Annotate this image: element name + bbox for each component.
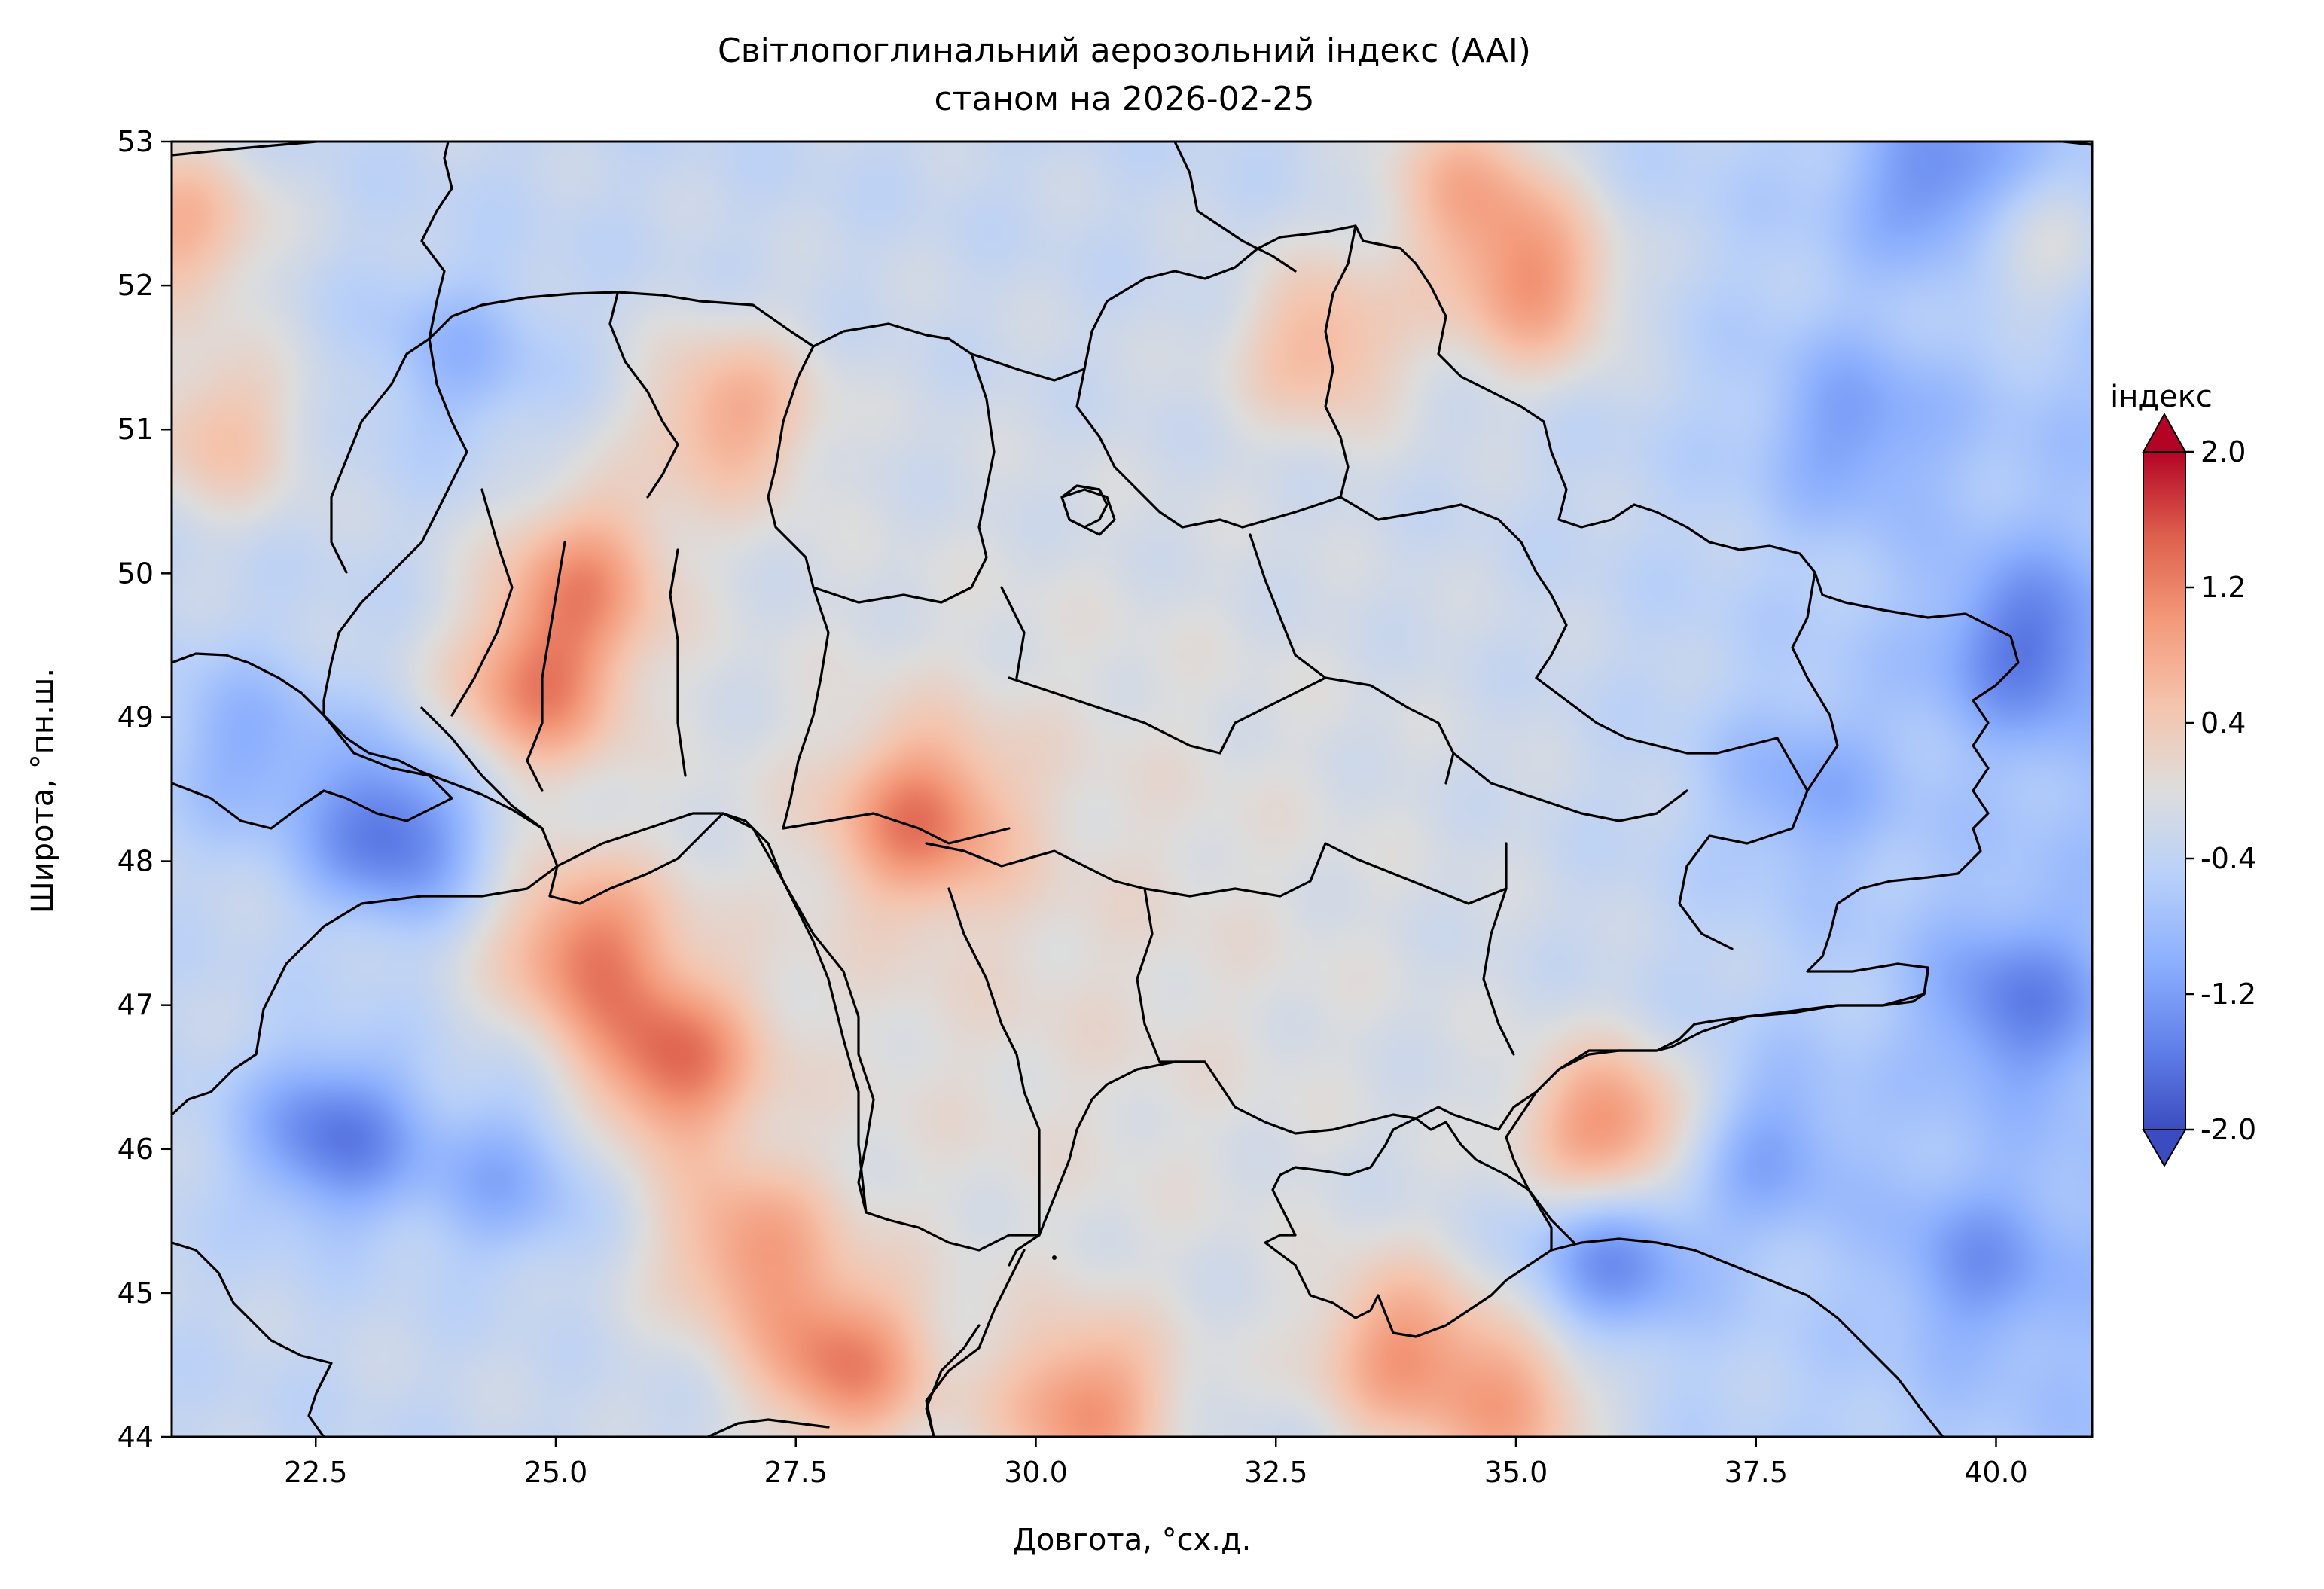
oblast-border-cherkasy-kirovohrad [782, 812, 1011, 845]
belarus-border [420, 142, 453, 340]
oblast-border-luhansk-donetsk [1678, 789, 1809, 950]
crimea-coast [1203, 1060, 1553, 1338]
x-tick-label: 27.5 [764, 1456, 828, 1489]
y-tick-label: 47 [117, 989, 154, 1022]
slovakia-poland-border [172, 782, 453, 830]
y-axis-ticks: 44 45 46 47 48 49 50 51 52 53 [117, 125, 172, 1453]
oblast-border-chernivtsi [556, 812, 724, 868]
colorbar: індекс 2.0 1.2 0.4 -0.4 -1.2 -2.0 [2110, 380, 2256, 1167]
oblast-border-chernihiv-sumy [1324, 224, 1357, 499]
oblast-border-kirovohrad-mykolaiv [925, 842, 1327, 898]
oblast-border-vinnytsia-cherkasy [782, 586, 830, 830]
oblast-border-sumy-kharkiv [1339, 496, 1568, 679]
oblast-border-khmelnytskyi-ternopil [526, 541, 566, 792]
black-sea-west-coast [925, 1249, 1026, 1437]
colorbar-tick-label: -0.4 [2200, 842, 2256, 875]
bulgaria-coast [925, 1324, 981, 1437]
colorbar-ticks: 2.0 1.2 0.4 -0.4 -1.2 -2.0 [2185, 435, 2256, 1146]
x-tick-label: 30.0 [1004, 1456, 1068, 1489]
oblast-border-donetsk-zaporizhzhia [1482, 842, 1515, 1056]
oblast-border-odesa-mykolaiv [947, 887, 1041, 1237]
oblast-border-volyn-rivne [608, 292, 679, 499]
oblast-border-ternopil-lviv [450, 488, 514, 717]
colorbar-tick-label: 2.0 [2200, 435, 2246, 468]
romania-border [172, 865, 559, 1116]
island-marker [1052, 1255, 1057, 1260]
oblast-border-dnipro-donetsk [1452, 752, 1688, 822]
oblast-border-kyiv-chernihiv [1075, 368, 1244, 529]
oblast-border-ivano-frankivsk [420, 706, 544, 830]
chart-subtitle: станом на 2026-02-25 [934, 80, 1314, 118]
oblast-border-zhytomyr-kyiv [940, 352, 996, 604]
colorbar-label: індекс [2110, 380, 2213, 414]
y-tick-label: 46 [117, 1133, 154, 1166]
border-northwest-edge [172, 142, 318, 157]
x-axis-ticks: 22.5 25.0 27.5 30.0 32.5 35.0 37.5 40.0 [284, 1437, 2028, 1489]
x-tick-label: 35.0 [1484, 1456, 1548, 1489]
oblast-border-cherkasy-kyiv [812, 586, 973, 604]
y-tick-label: 49 [117, 700, 154, 734]
colorbar-tick-label: 1.2 [2200, 571, 2246, 604]
bulgaria-romania-border [706, 1418, 830, 1437]
oblast-border-kharkiv-luhansk [1791, 571, 1839, 792]
oblast-border-poltava-kharkiv [1249, 533, 1327, 679]
oblast-border-poltava-cherkasy [1000, 586, 1026, 679]
y-tick-label: 52 [117, 269, 154, 302]
hungary-slovakia-border [172, 652, 325, 717]
oblast-border-sumy-poltava [1241, 496, 1342, 529]
x-tick-label: 22.5 [284, 1456, 348, 1489]
colorbar-tick-label: -1.2 [2200, 977, 2256, 1011]
x-tick-label: 32.5 [1244, 1456, 1308, 1489]
poland-belarus-border [330, 337, 431, 574]
oblast-border-dnipro-poltava [1234, 676, 1455, 785]
y-tick-label: 50 [117, 557, 154, 590]
map-plot-area [172, 142, 2092, 1437]
romania-west-border [172, 1241, 333, 1437]
y-tick-label: 53 [117, 125, 154, 158]
x-tick-label: 40.0 [1964, 1456, 2028, 1489]
colorbar-tick-label: -2.0 [2200, 1113, 2256, 1146]
moldova-border [721, 812, 868, 1214]
x-tick-label: 25.0 [524, 1456, 588, 1489]
oblast-border-kharkiv-donetsk [1535, 676, 1809, 792]
x-tick-label: 37.5 [1724, 1456, 1788, 1489]
y-axis-label: Широта, °пн.ш. [26, 668, 60, 913]
oblast-border-rivne-zhytomyr [767, 345, 815, 589]
colorbar-gradient [2143, 451, 2186, 1130]
y-tick-label: 48 [117, 845, 154, 878]
small-lake [1060, 484, 1109, 529]
oblast-border-kirovohrad [1008, 676, 1237, 755]
map-frame [170, 140, 2094, 1438]
danube-delta [1008, 1234, 1041, 1267]
oblast-border-zaporizhzhia-dnipro [1324, 842, 1508, 905]
oblast-border-mykolaiv-kherson [1136, 887, 1206, 1063]
y-tick-label: 51 [117, 413, 154, 446]
ukraine-western-border [322, 337, 1206, 1252]
oblast-border-lviv-zakarpattia [322, 714, 453, 800]
oblast-border-vinnytsia-khmelnytskyi [669, 548, 687, 777]
chart-title: Світлопоглинальний аерозольний індекс (A… [718, 32, 1531, 70]
colorbar-low-extension [2142, 1129, 2187, 1167]
y-tick-label: 44 [117, 1420, 154, 1453]
region-borders [172, 142, 2092, 1437]
black-sea-east-coast [1550, 1237, 1944, 1437]
aai-heatmap [172, 142, 2092, 1437]
russia-belarus-border [1173, 142, 1297, 273]
colorbar-high-extension [2142, 412, 2187, 453]
azov-coast [1392, 970, 1929, 1131]
x-axis-label: Довгота, °сх.д. [1013, 1523, 1252, 1557]
y-tick-label: 45 [117, 1276, 154, 1310]
colorbar-tick-label: 0.4 [2200, 706, 2246, 740]
